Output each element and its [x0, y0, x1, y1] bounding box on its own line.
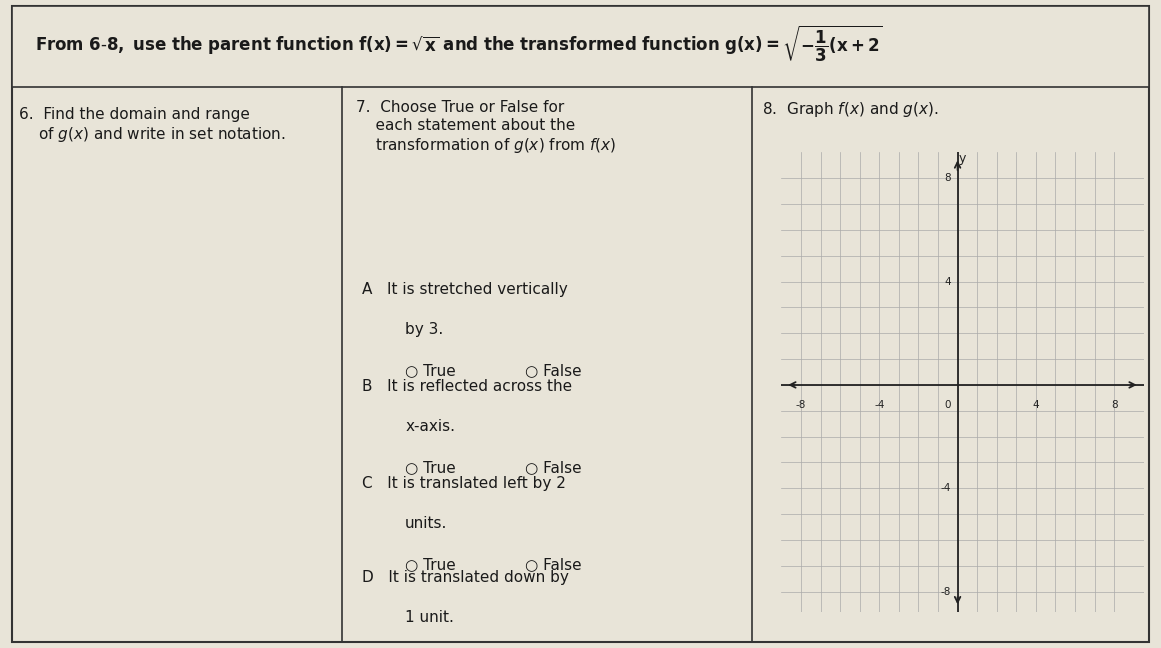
Text: units.: units.	[405, 516, 447, 531]
Text: -8: -8	[940, 586, 951, 597]
Text: C   It is translated left by 2: C It is translated left by 2	[362, 476, 567, 491]
Text: ○ False: ○ False	[525, 557, 582, 572]
Text: 4: 4	[1032, 400, 1039, 410]
Text: 8: 8	[944, 173, 951, 183]
Text: 6.  Find the domain and range
    of $g(x)$ and write in set notation.: 6. Find the domain and range of $g(x)$ a…	[19, 107, 286, 144]
Bar	[12, 6, 1149, 87]
Text: ○ True: ○ True	[405, 557, 456, 572]
Text: by 3.: by 3.	[405, 322, 444, 337]
Text: 1 unit.: 1 unit.	[405, 610, 454, 625]
Text: 0: 0	[944, 400, 951, 410]
Text: D   It is translated down by: D It is translated down by	[362, 570, 569, 585]
Text: 8.  Graph $f(x)$ and $g(x)$.: 8. Graph $f(x)$ and $g(x)$.	[762, 100, 938, 119]
Text: 8: 8	[1111, 400, 1118, 410]
Text: A   It is stretched vertically: A It is stretched vertically	[362, 282, 568, 297]
Text: x-axis.: x-axis.	[405, 419, 455, 434]
Text: $\bf{From\ 6\text{-}8,\ use\ the\ parent\ function}$ $\mathbf{f(x) = \sqrt{x}}$$: $\bf{From\ 6\text{-}8,\ use\ the\ parent…	[35, 23, 882, 64]
Text: y: y	[959, 152, 966, 165]
Text: B   It is reflected across the: B It is reflected across the	[362, 379, 572, 394]
Text: 4: 4	[944, 277, 951, 286]
Text: ○ False: ○ False	[525, 363, 582, 378]
Text: ○ True: ○ True	[405, 460, 456, 475]
Text: 7.  Choose True or False for
    each statement about the
    transformation of : 7. Choose True or False for each stateme…	[356, 100, 616, 155]
Text: -4: -4	[940, 483, 951, 493]
Text: -8: -8	[795, 400, 806, 410]
Text: ○ True: ○ True	[405, 363, 456, 378]
Text: -4: -4	[874, 400, 885, 410]
Text: ○ False: ○ False	[525, 460, 582, 475]
